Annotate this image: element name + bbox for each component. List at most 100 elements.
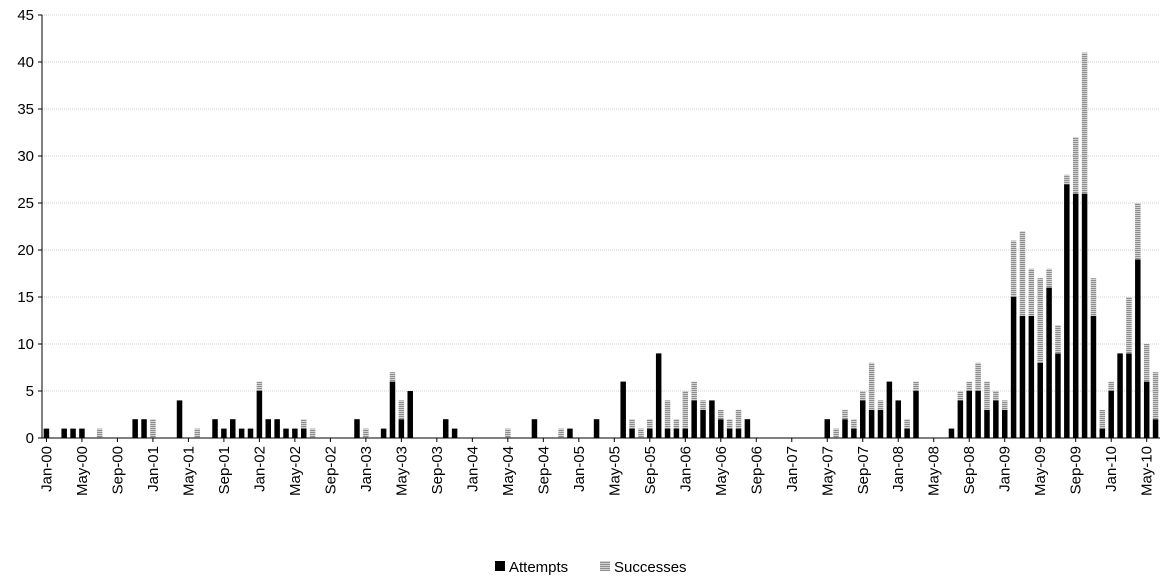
bar-attempts <box>265 419 272 438</box>
bar-attempts <box>79 428 85 438</box>
bar-attempts <box>1126 353 1132 438</box>
bar-successes <box>1099 409 1106 429</box>
bar-successes <box>993 391 999 401</box>
bar-attempts <box>256 391 263 438</box>
x-tick-label: Sep-09 <box>1068 446 1085 494</box>
bar-attempts <box>984 409 990 438</box>
bars <box>43 52 1159 438</box>
x-tick-label: Jan-00 <box>38 446 55 492</box>
bar-attempts <box>726 428 733 438</box>
x-tick-labels: Jan-00 May-00 Sep-00 Jan-01 May-01 Sep-01 Jan-… <box>38 438 1156 496</box>
bar-attempts <box>132 419 138 438</box>
bar-successes <box>1019 231 1026 316</box>
bar-attempts <box>629 428 635 438</box>
bar-successes <box>1081 52 1088 194</box>
bar-successes <box>256 381 263 391</box>
bar-successes <box>718 409 724 420</box>
bar-attempts <box>283 428 289 438</box>
x-tick-label: May-08 <box>926 446 943 496</box>
bar-attempts <box>904 428 910 438</box>
bar-attempts <box>221 428 227 438</box>
bar-attempts <box>913 391 919 438</box>
bar-attempts <box>1055 353 1061 438</box>
bar-successes <box>735 409 742 429</box>
x-tick-label: Jan-04 <box>464 446 481 492</box>
x-tick-label: Jan-09 <box>997 446 1014 492</box>
x-tick-label: Sep-00 <box>109 446 126 494</box>
x-tick-label: May-04 <box>500 446 517 496</box>
bar-successes <box>904 419 910 429</box>
bar-attempts <box>975 391 981 438</box>
bar-attempts <box>531 419 538 438</box>
bar-attempts <box>877 409 884 438</box>
bar-attempts <box>620 381 626 438</box>
x-tick-label: May-07 <box>819 446 836 496</box>
bar-attempts <box>709 400 715 438</box>
bar-successes <box>1064 174 1070 185</box>
y-tick-label: 40 <box>17 54 34 71</box>
legend-swatch-attempts <box>495 561 505 571</box>
bar-successes <box>1135 203 1141 260</box>
bar-successes <box>301 419 307 429</box>
bar-successes <box>194 428 201 438</box>
bar-attempts <box>567 428 573 438</box>
y-tick-label: 5 <box>26 383 34 400</box>
bar-attempts <box>735 428 742 438</box>
bar-attempts <box>700 409 706 438</box>
bar-successes <box>309 428 316 438</box>
bar-attempts <box>1090 315 1097 438</box>
bar-attempts <box>1001 409 1008 438</box>
bar-attempts <box>682 428 689 438</box>
bar-successes <box>1152 372 1159 420</box>
x-tick-label: May-00 <box>74 446 91 496</box>
bar-attempts <box>70 428 76 438</box>
x-tick-label: May-06 <box>713 446 730 496</box>
bar-attempts <box>1046 287 1052 438</box>
bar-attempts <box>948 428 955 438</box>
x-tick-label: Jan-10 <box>1103 446 1120 492</box>
bar-successes <box>398 400 405 420</box>
bar-successes <box>851 419 857 429</box>
bar-attempts <box>1099 428 1106 438</box>
y-tick-label: 20 <box>17 242 34 259</box>
bar-successes <box>673 419 680 429</box>
bar-successes <box>664 400 671 429</box>
bar-attempts <box>895 400 901 438</box>
bar-attempts <box>673 428 680 438</box>
bar-attempts <box>451 428 458 438</box>
bar-successes <box>1010 240 1017 297</box>
bar-attempts <box>1064 184 1070 438</box>
bar-successes <box>629 419 635 429</box>
bar-attempts <box>691 400 697 438</box>
bar-attempts <box>851 428 857 438</box>
x-tick-label: Sep-01 <box>216 446 233 494</box>
bar-attempts <box>247 428 254 438</box>
bar-attempts <box>1037 362 1043 438</box>
bar-attempts <box>176 400 183 438</box>
x-tick-label: May-03 <box>393 446 410 496</box>
x-tick-label: Jan-06 <box>677 446 694 492</box>
legend-label-attempts: Attempts <box>509 559 568 576</box>
bar-attempts <box>238 428 245 438</box>
bar-attempts <box>966 391 972 438</box>
bar-successes <box>363 428 369 438</box>
bar-attempts <box>61 428 67 438</box>
bar-attempts <box>442 419 449 438</box>
x-tick-label: Sep-03 <box>429 446 446 494</box>
bar-successes <box>505 428 511 438</box>
bar-attempts <box>1143 381 1150 438</box>
bar-attempts <box>1117 353 1123 438</box>
bar-attempts <box>718 419 724 438</box>
bar-attempts <box>664 428 671 438</box>
bar-successes <box>1143 344 1150 382</box>
x-tick-label: May-10 <box>1139 446 1156 496</box>
bar-successes <box>1090 278 1097 316</box>
bar-attempts <box>141 419 147 438</box>
y-tick-label: 25 <box>17 195 34 212</box>
bar-attempts <box>1135 259 1141 438</box>
bar-attempts <box>1028 315 1035 438</box>
bar-successes <box>1001 400 1008 410</box>
bar-attempts <box>868 409 875 438</box>
